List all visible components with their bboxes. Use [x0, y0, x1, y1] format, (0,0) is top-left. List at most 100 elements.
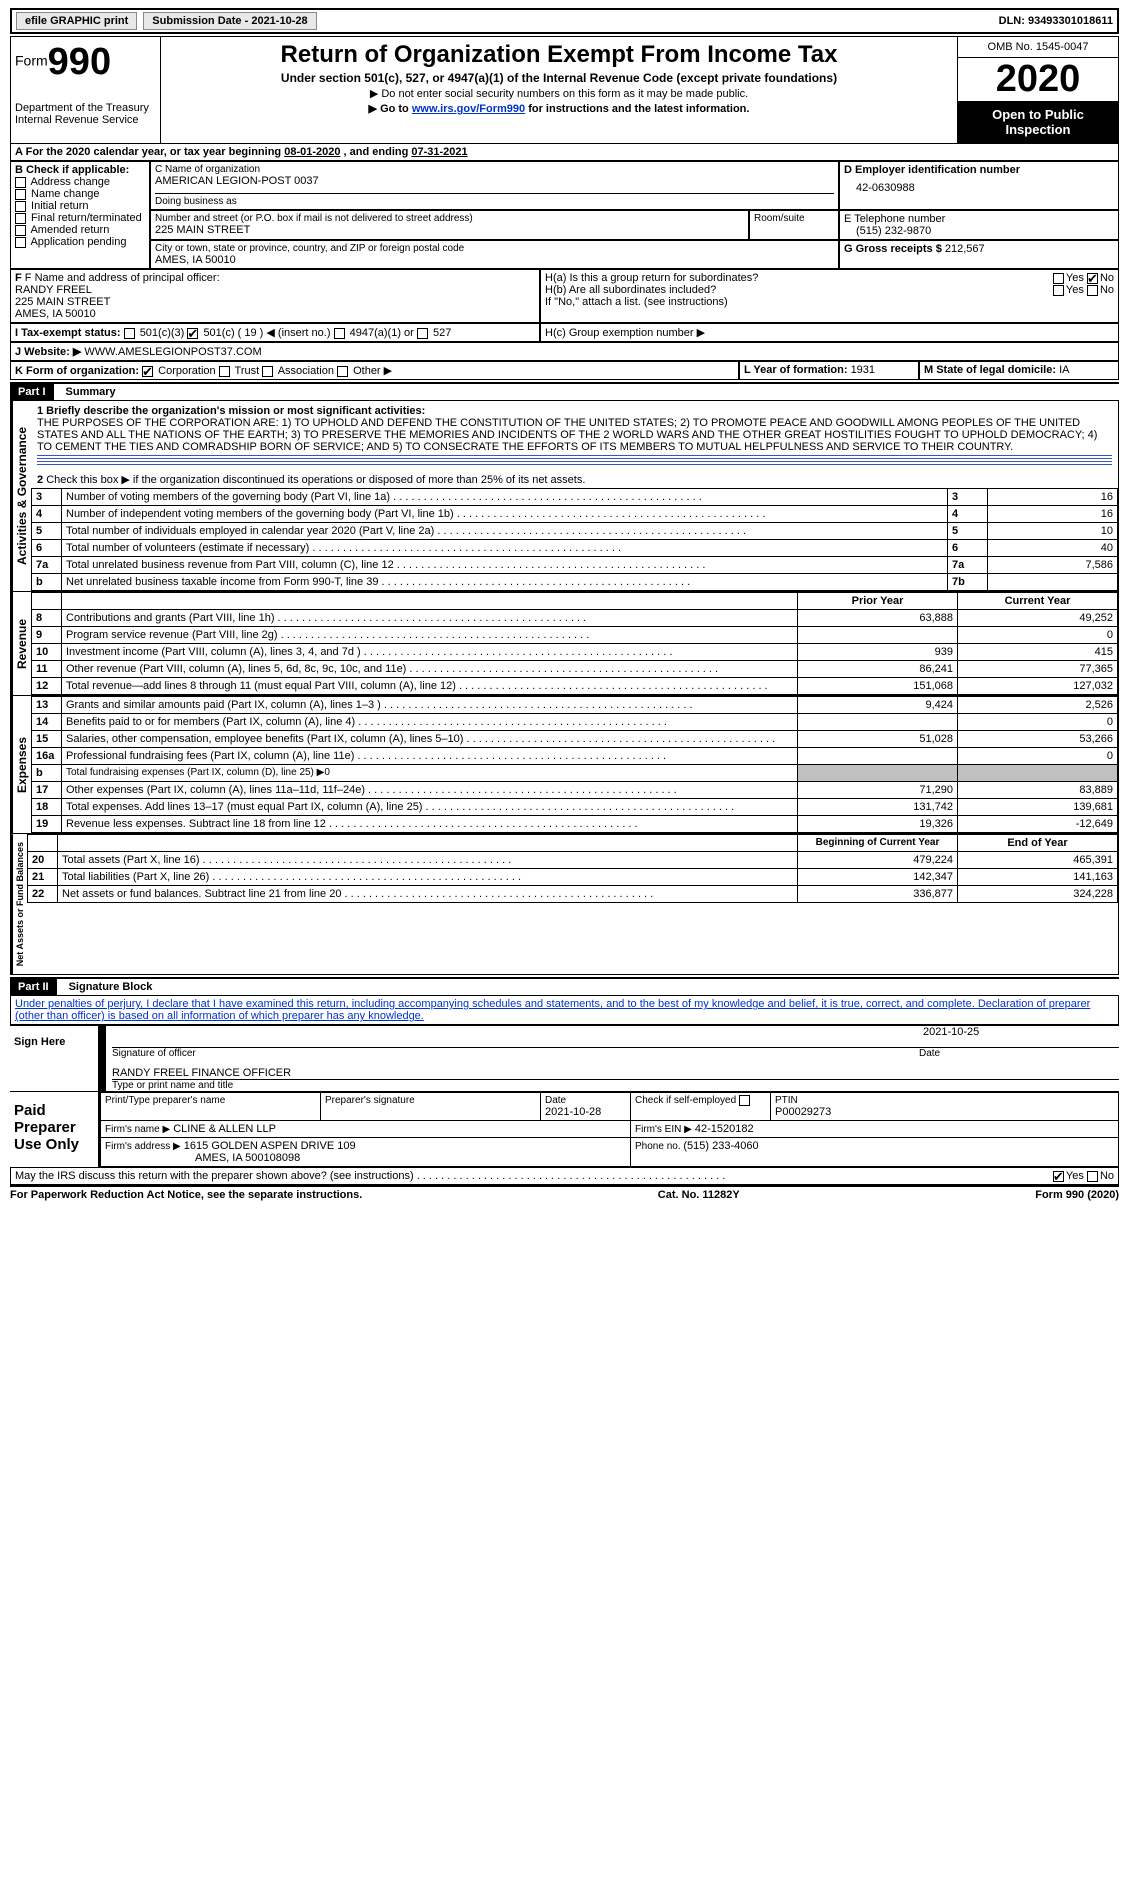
domicile: IA: [1059, 364, 1069, 376]
footer-left: For Paperwork Reduction Act Notice, see …: [10, 1189, 362, 1201]
form-header: Form990 Department of the Treasury Inter…: [10, 36, 1119, 144]
ptin: P00029273: [775, 1106, 1114, 1118]
k-cb[interactable]: [262, 366, 273, 377]
line-2: 2 Check this box ▶ if the organization d…: [31, 471, 1118, 488]
revenue-table: Prior YearCurrent Year8Contributions and…: [31, 592, 1118, 695]
boxb-cb[interactable]: [15, 189, 26, 200]
i-501c3-cb[interactable]: [124, 328, 135, 339]
firm-name: CLINE & ALLEN LLP: [173, 1123, 276, 1135]
line-a: A For the 2020 calendar year, or tax yea…: [10, 144, 1119, 161]
boxf-lbl: F Name and address of principal officer:: [25, 272, 220, 284]
irs-link[interactable]: www.irs.gov/Form990: [412, 103, 525, 115]
line-j: J Website: ▶ WWW.AMESLEGIONPOST37.COM: [10, 342, 1119, 361]
h-b-note: If "No," attach a list. (see instruction…: [545, 296, 1114, 308]
k-cb[interactable]: [142, 366, 153, 377]
goto-line: ▶ Go to www.irs.gov/Form990 for instruct…: [165, 102, 953, 115]
boxb-cb[interactable]: [15, 237, 26, 248]
p-date: 2021-10-28: [545, 1106, 626, 1118]
phone-lbl: Phone no.: [635, 1141, 683, 1152]
k-cb[interactable]: [337, 366, 348, 377]
box-f-label: F F Name and address of principal office…: [15, 272, 535, 284]
form-subtitle: Under section 501(c), 527, or 4947(a)(1)…: [165, 71, 953, 85]
linem-lbl: M State of legal domicile:: [924, 364, 1059, 376]
gross-receipts: 212,567: [945, 243, 985, 255]
linea-begin: 08-01-2020: [284, 146, 340, 158]
form-title: Return of Organization Exempt From Incom…: [165, 41, 953, 69]
form-label: Form: [15, 52, 48, 68]
k-cb[interactable]: [219, 366, 230, 377]
vlabel-revenue: Revenue: [11, 592, 31, 695]
p-sig-lbl: Preparer's signature: [325, 1095, 536, 1106]
vlabel-governance: Activities & Governance: [11, 401, 31, 591]
i-o4: 527: [433, 327, 451, 339]
phone: (515) 232-9870: [856, 225, 1114, 237]
sign-here-label: Sign Here: [10, 1026, 100, 1091]
prep-phone: (515) 233-4060: [683, 1140, 758, 1152]
i-o2: 501(c) ( 19 ) ◀ (insert no.): [203, 327, 330, 339]
netassets-table: Beginning of Current YearEnd of Year20To…: [27, 834, 1118, 903]
sig-date-lbl: Date: [919, 1048, 1119, 1059]
linei-lbl: I Tax-exempt status:: [15, 327, 121, 339]
box-d-label: D Employer identification number: [844, 164, 1114, 176]
footer-mid: Cat. No. 11282Y: [658, 1189, 740, 1201]
boxb-cb[interactable]: [15, 201, 26, 212]
vlabel-expenses: Expenses: [11, 696, 31, 833]
city-label: City or town, state or province, country…: [155, 243, 834, 254]
hb-yes-cb[interactable]: [1053, 285, 1064, 296]
linea-mid: , and ending: [340, 146, 411, 158]
street: 225 MAIN STREET: [155, 224, 744, 236]
linel-lbl: L Year of formation:: [744, 364, 851, 376]
room-label: Room/suite: [754, 213, 834, 224]
boxb-item: Application pending: [15, 236, 145, 248]
may-no-cb[interactable]: [1087, 1171, 1098, 1182]
boxb-item: Address change: [15, 176, 145, 188]
h-b: H(b) Are all subordinates included?: [545, 284, 716, 296]
boxb-cb[interactable]: [15, 213, 26, 224]
expenses-table: 13Grants and similar amounts paid (Part …: [31, 696, 1118, 833]
linea-end: 07-31-2021: [411, 146, 467, 158]
ein: 42-0630988: [856, 182, 1114, 194]
firm-addr2: AMES, IA 500108098: [195, 1152, 300, 1164]
p-date-lbl: Date: [545, 1095, 626, 1106]
sign-here-block: Sign Here 2021-10-25 Signature of office…: [10, 1025, 1119, 1091]
may-no: No: [1100, 1170, 1114, 1182]
ha-yes-cb[interactable]: [1053, 273, 1064, 284]
ptin-lbl: PTIN: [775, 1095, 1114, 1106]
part2-title: Signature Block: [69, 981, 153, 993]
i-501c-cb[interactable]: [187, 328, 198, 339]
line-k: K Form of organization: Corporation Trus…: [10, 361, 739, 380]
line-i: I Tax-exempt status: 501(c)(3) 501(c) ( …: [10, 323, 540, 342]
may-yes-cb[interactable]: [1053, 1171, 1064, 1182]
boxb-cb[interactable]: [15, 177, 26, 188]
dln-value: 93493301018611: [1028, 15, 1113, 27]
h-c: H(c) Group exemption number ▶: [540, 323, 1119, 342]
efile-button[interactable]: efile GRAPHIC print: [16, 12, 137, 30]
submission-date: Submission Date - 2021-10-28: [143, 12, 316, 30]
i-527-cb[interactable]: [417, 328, 428, 339]
sig-date: 2021-10-25: [919, 1026, 1119, 1048]
ha-no-cb[interactable]: [1087, 273, 1098, 284]
may-yes: Yes: [1066, 1170, 1084, 1182]
line-l: L Year of formation: 1931: [739, 361, 919, 380]
i-4947-cb[interactable]: [334, 328, 345, 339]
box-c-name-label: C Name of organization: [155, 164, 834, 175]
firm-ein: 42-1520182: [695, 1123, 754, 1135]
tax-year: 2020: [958, 58, 1118, 101]
box-g-label: G Gross receipts $: [844, 243, 942, 255]
officer-city: AMES, IA 50010: [15, 308, 535, 320]
p-self: Check if self-employed: [635, 1095, 736, 1106]
website: WWW.AMESLEGIONPOST37.COM: [84, 346, 261, 358]
subm-date: 2021-10-28: [251, 15, 307, 27]
vlabel-netassets: Net Assets or Fund Balances: [11, 834, 27, 974]
linek-lbl: K Form of organization:: [15, 365, 139, 377]
h-a: H(a) Is this a group return for subordin…: [545, 272, 758, 284]
boxb-cb[interactable]: [15, 225, 26, 236]
goto-pre: ▶ Go to: [369, 103, 412, 115]
hb-no-cb[interactable]: [1087, 285, 1098, 296]
street-label: Number and street (or P.O. box if mail i…: [155, 213, 744, 224]
self-employed-cb[interactable]: [739, 1095, 750, 1106]
org-name: AMERICAN LEGION-POST 0037: [155, 175, 834, 187]
box-b: B Check if applicable: Address change Na…: [10, 161, 150, 269]
firm-addr1: 1615 GOLDEN ASPEN DRIVE 109: [184, 1140, 356, 1152]
goto-post: for instructions and the latest informat…: [525, 103, 749, 115]
